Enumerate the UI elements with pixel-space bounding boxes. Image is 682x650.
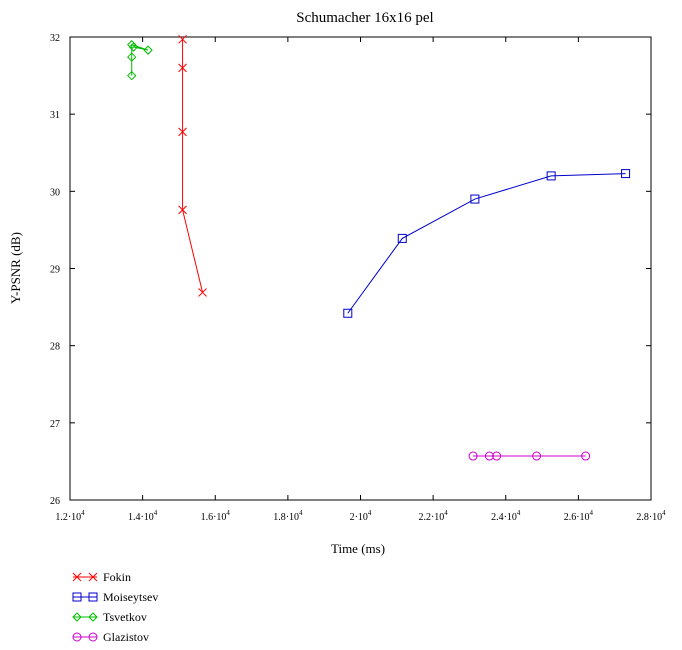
- data-point: [178, 127, 187, 137]
- data-point: [397, 233, 407, 243]
- legend: Fokin Moiseytsev Tsvetkov Glazistov: [72, 570, 158, 644]
- series-layer: [127, 34, 631, 461]
- legend-item: Glazistov: [72, 630, 149, 644]
- legend-label: Fokin: [103, 570, 131, 584]
- data-point: [127, 52, 137, 62]
- x-tick-label: 1.8·104: [273, 509, 303, 523]
- series-line: [347, 173, 626, 314]
- y-tick-label: 27: [50, 419, 60, 430]
- series-moiseytsev: [343, 169, 631, 318]
- x-tick-label: 2.4·104: [491, 509, 521, 523]
- data-point: [178, 63, 187, 73]
- plot-area: [69, 36, 652, 501]
- data-point: [88, 592, 98, 602]
- series-glazistov: [468, 451, 591, 461]
- x-tick-label: 2·104: [350, 509, 372, 523]
- data-point: [128, 42, 139, 52]
- data-point: [72, 632, 82, 642]
- data-point: [72, 612, 82, 622]
- legend-label: Glazistov: [103, 630, 149, 644]
- data-point: [178, 205, 187, 215]
- legend-label: Tsvetkov: [103, 610, 147, 624]
- data-point: [72, 572, 82, 582]
- legend-item: Fokin: [72, 570, 131, 584]
- data-point: [546, 171, 556, 181]
- x-tick-label: 1.4·104: [128, 509, 158, 523]
- y-tick-label: 28: [50, 342, 60, 353]
- data-point: [470, 194, 480, 204]
- y-tick-label: 29: [50, 265, 60, 276]
- x-tick-label: 1.2·104: [55, 509, 85, 523]
- legend-item: Tsvetkov: [72, 610, 147, 624]
- legend-label: Moiseytsev: [103, 590, 158, 604]
- data-point: [88, 572, 98, 582]
- series-tsvetkov: [127, 40, 153, 81]
- data-point: [198, 288, 207, 297]
- x-tick-label: 1.6·104: [201, 509, 231, 523]
- y-tick-label: 32: [50, 33, 60, 44]
- data-point: [581, 451, 591, 461]
- chart-title: Schumacher 16x16 pel: [296, 10, 433, 26]
- data-point: [127, 70, 137, 81]
- data-point: [178, 34, 187, 44]
- x-tick-label: 2.8·104: [636, 509, 666, 523]
- data-point: [621, 169, 631, 179]
- legend-item: Moiseytsev: [72, 590, 158, 604]
- data-point: [484, 451, 494, 461]
- data-point: [88, 612, 98, 622]
- y-tick-label: 31: [50, 110, 60, 121]
- series-fokin: [178, 34, 207, 297]
- data-point: [72, 592, 82, 602]
- data-point: [468, 451, 478, 461]
- y-tick-label: 26: [50, 496, 60, 507]
- data-point: [492, 451, 502, 461]
- data-point: [143, 45, 153, 55]
- x-axis: 1.2·104 1.4·104 1.6·104 1.8·104 2·104 2.2·104…: [55, 37, 666, 523]
- data-point: [88, 632, 98, 642]
- y-axis: 26 27 28 29 30 31 32: [50, 33, 651, 507]
- data-point: [343, 308, 353, 318]
- x-tick-label: 2.6·104: [564, 509, 594, 523]
- y-tick-label: 30: [50, 187, 60, 198]
- x-axis-label: Time (ms): [331, 541, 385, 556]
- y-axis-label: Y-PSNR (dB): [8, 232, 23, 304]
- data-point: [532, 451, 542, 461]
- x-tick-label: 2.2·104: [418, 509, 448, 523]
